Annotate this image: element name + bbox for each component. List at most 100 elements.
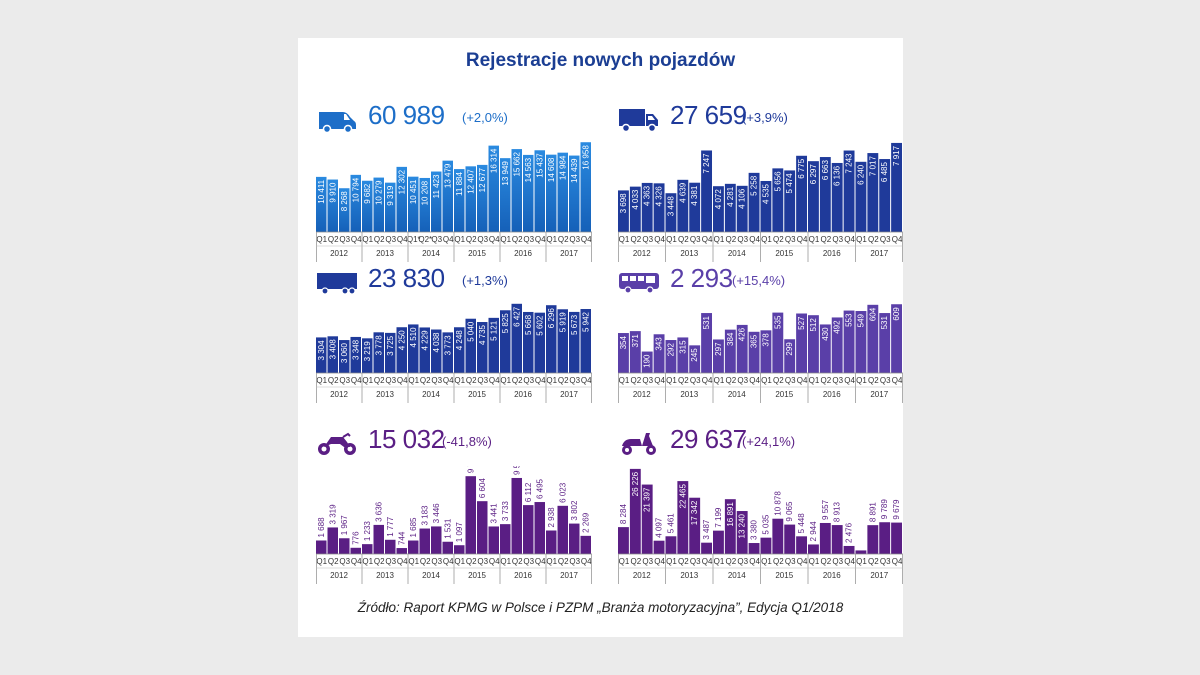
data-label-mopeds-0: 8 284 bbox=[619, 504, 628, 525]
quarter-label: Q2 bbox=[374, 557, 385, 566]
bar-buses-1 bbox=[629, 331, 641, 373]
quarter-label: Q1 bbox=[619, 376, 630, 385]
bar-vans-13 bbox=[465, 166, 476, 232]
bar-buses-14 bbox=[784, 339, 796, 373]
data-label-buses-22: 531 bbox=[880, 316, 889, 330]
change-percent: (+3,9%) bbox=[742, 110, 788, 125]
year-label: 2012 bbox=[633, 571, 651, 580]
data-label-motorcycles-8: 1 685 bbox=[409, 517, 418, 538]
data-label-trailers-18: 5 668 bbox=[524, 314, 533, 335]
bar-vans-9 bbox=[419, 177, 430, 232]
quarter-label: Q4 bbox=[749, 376, 760, 385]
panel-trailers: 23 830 (+1,3%) 3 304 Q1 3 408 Q2 3 060 Q3 3 34… bbox=[316, 263, 592, 403]
bar-trailers-2 bbox=[339, 340, 350, 373]
bar-mopeds-19 bbox=[843, 545, 855, 554]
quarter-label: Q1 bbox=[809, 376, 820, 385]
data-label-buses-20: 549 bbox=[856, 313, 865, 327]
quarter-label: Q1 bbox=[362, 376, 373, 385]
bar-trucks-17 bbox=[819, 157, 831, 232]
data-label-trucks-12: 4 535 bbox=[761, 183, 770, 204]
data-label-vans-23: 16 958 bbox=[581, 145, 590, 170]
quarter-label: Q1 bbox=[714, 557, 725, 566]
total-value: 60 989 bbox=[368, 100, 445, 130]
quarter-label: Q4 bbox=[892, 557, 903, 566]
total-value: 23 830 bbox=[368, 263, 445, 293]
data-label-trailers-13: 5 040 bbox=[466, 321, 475, 342]
bar-trailers-14 bbox=[477, 322, 488, 373]
bar-mopeds-1 bbox=[629, 468, 641, 554]
quarter-label: Q3 bbox=[690, 376, 701, 385]
bar-motorcycles-12 bbox=[454, 545, 465, 554]
data-label-mopeds-5: 22 465 bbox=[678, 484, 687, 509]
quarter-label: Q2 bbox=[725, 235, 736, 244]
year-label: 2014 bbox=[728, 249, 746, 258]
quarter-label: Q2 bbox=[328, 376, 339, 385]
bar-vans-23 bbox=[580, 142, 591, 232]
bar-trailers-3 bbox=[350, 336, 361, 373]
year-label: 2012 bbox=[633, 249, 651, 258]
bar-motorcycles-16 bbox=[500, 524, 511, 554]
quarter-label: Q2 bbox=[466, 376, 477, 385]
bar-trucks-3 bbox=[653, 183, 665, 232]
bar-vans-0 bbox=[316, 176, 327, 232]
change-percent: (+15,4%) bbox=[732, 273, 786, 288]
bar-mopeds-5 bbox=[677, 481, 689, 554]
quarter-label: Q1 bbox=[454, 376, 465, 385]
bar-trucks-13 bbox=[772, 168, 784, 232]
quarter-label: Q3 bbox=[339, 235, 350, 244]
data-label-vans-22: 14 439 bbox=[570, 158, 579, 183]
data-label-buses-17: 430 bbox=[821, 327, 830, 341]
data-label-buses-1: 371 bbox=[631, 334, 640, 348]
year-label: 2016 bbox=[823, 571, 841, 580]
data-label-vans-13: 12 407 bbox=[466, 169, 475, 194]
data-label-trucks-0: 3 698 bbox=[619, 193, 628, 214]
data-label-motorcycles-2: 1 967 bbox=[340, 515, 349, 536]
data-label-mopeds-12: 5 035 bbox=[761, 514, 770, 535]
year-label: 2015 bbox=[775, 390, 793, 399]
bar-motorcycles-17 bbox=[511, 477, 522, 554]
quarter-label: Q2 bbox=[328, 557, 339, 566]
bar-trucks-1 bbox=[629, 186, 641, 232]
bar-mopeds-12 bbox=[760, 537, 772, 554]
data-label-vans-5: 10 279 bbox=[374, 180, 383, 205]
quarter-label: Q1 bbox=[666, 376, 677, 385]
panel-vans: 60 989 (+2,0%) 10 411 Q1 9 910 Q2 8 268 Q3 10 … bbox=[316, 100, 592, 262]
year-label: 2015 bbox=[468, 571, 486, 580]
bar-motorcycles-5 bbox=[373, 524, 384, 554]
data-label-trailers-6: 3 725 bbox=[386, 335, 395, 356]
data-label-mopeds-15: 5 448 bbox=[797, 513, 806, 534]
data-label-motorcycles-12: 1 097 bbox=[455, 522, 464, 543]
quarter-label: Q2 bbox=[678, 557, 689, 566]
quarter-label: Q1 bbox=[546, 235, 557, 244]
quarter-label: Q4 bbox=[892, 376, 903, 385]
quarter-label: Q4 bbox=[443, 235, 454, 244]
data-label-buses-4: 292 bbox=[666, 342, 675, 356]
quarter-label: Q4 bbox=[654, 376, 665, 385]
bar-trailers-16 bbox=[500, 310, 511, 373]
bar-trailers-20 bbox=[546, 305, 557, 373]
data-label-vans-12: 11 884 bbox=[455, 172, 464, 196]
quarter-label: Q4 bbox=[351, 557, 362, 566]
quarter-label: Q3 bbox=[832, 376, 843, 385]
quarter-label: Q3 bbox=[642, 376, 653, 385]
data-label-vans-18: 14 563 bbox=[524, 157, 533, 182]
data-label-trucks-14: 5 474 bbox=[785, 173, 794, 194]
bar-mopeds-6 bbox=[689, 497, 701, 554]
bar-buses-11 bbox=[748, 331, 760, 373]
data-label-vans-7: 12 302 bbox=[397, 169, 406, 194]
bar-vans-15 bbox=[488, 145, 499, 232]
bar-mopeds-20 bbox=[855, 550, 867, 554]
bar-mopeds-10 bbox=[736, 511, 748, 554]
quarter-label: Q4 bbox=[443, 376, 454, 385]
data-label-trailers-15: 5 121 bbox=[489, 320, 498, 341]
bar-vans-2 bbox=[339, 188, 350, 232]
data-label-trucks-3: 4 326 bbox=[655, 186, 664, 207]
quarter-label: Q2 bbox=[466, 557, 477, 566]
bar-vans-5 bbox=[373, 177, 384, 232]
bar-mopeds-22 bbox=[879, 522, 891, 554]
data-label-mopeds-18: 8 913 bbox=[833, 501, 842, 522]
bar-buses-17 bbox=[819, 324, 831, 373]
change-percent: (+24,1%) bbox=[742, 434, 796, 449]
data-label-buses-5: 315 bbox=[678, 340, 687, 354]
data-label-trucks-18: 6 136 bbox=[833, 165, 842, 186]
